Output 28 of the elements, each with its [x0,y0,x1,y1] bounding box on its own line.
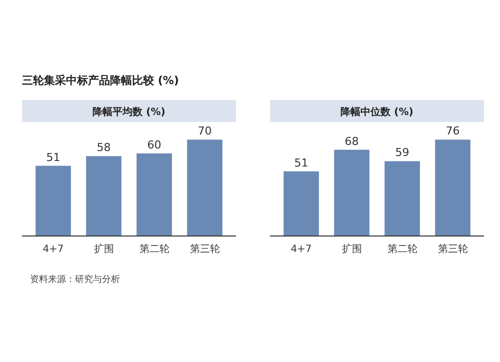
x-tick-label: 第三轮 [438,243,468,255]
x-tick-label: 4+7 [290,244,312,255]
data-label: 68 [344,134,359,148]
bar [284,171,319,236]
bar [86,156,122,236]
chart-subtitle: 降幅中位数 (%) [340,106,414,118]
bar [435,140,470,236]
x-tick-label: 第二轮 [387,243,418,255]
data-label: 60 [147,138,162,152]
x-tick-label: 扩围 [342,243,362,255]
data-label: 51 [294,156,308,170]
bar [136,153,172,236]
x-tick-label: 第三轮 [190,243,220,255]
x-tick-label: 第二轮 [139,243,170,255]
x-tick-label: 4+7 [42,244,64,255]
bar [384,161,420,236]
data-label: 58 [96,141,111,154]
bar [334,150,370,236]
text: 资料来源：研究与分析 [30,274,120,285]
bar [187,140,222,236]
chart-subtitle: 降幅平均数 (%) [92,106,166,118]
chart-title: 三轮集采中标产品降幅比较 (%) [22,74,179,87]
data-label: 51 [46,150,60,164]
bar [36,166,71,236]
data-label: 70 [198,124,212,138]
data-label: 59 [395,146,410,160]
x-tick-label: 扩围 [94,243,114,255]
data-label: 76 [446,124,460,138]
